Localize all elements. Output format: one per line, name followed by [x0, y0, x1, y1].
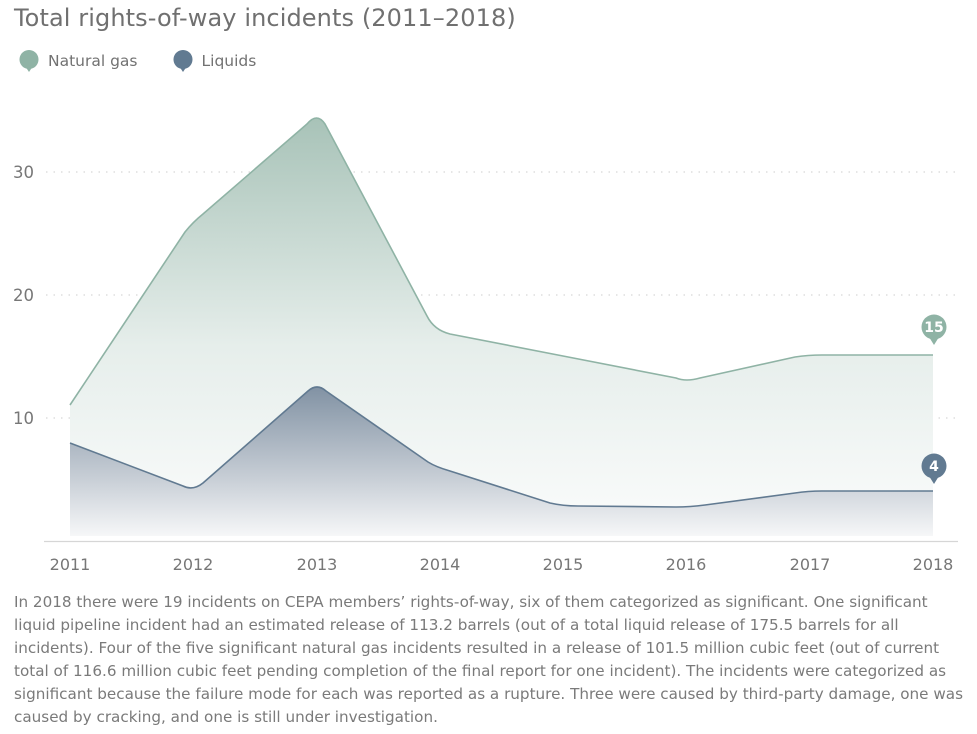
- x-tick-label: 2017: [790, 555, 831, 574]
- natural-gas-area[interactable]: [70, 118, 933, 536]
- x-tick-label: 2018: [913, 555, 954, 574]
- area-chart: 30 20 10 2011 2012 2013 2014 2015 2016 2…: [13, 117, 958, 574]
- end-value: 4: [929, 459, 939, 475]
- chart-title: Total rights-of-way incidents (2011–2018…: [14, 4, 516, 32]
- chart-caption: In 2018 there were 19 incidents on CEPA …: [14, 593, 963, 726]
- x-tick-label: 2011: [50, 555, 91, 574]
- legend-item-natural-gas[interactable]: Natural gas: [18, 49, 138, 73]
- x-tick-label: 2014: [420, 555, 461, 574]
- legend-label: Natural gas: [48, 52, 138, 70]
- x-tick-label: 2013: [297, 555, 338, 574]
- map-pin-icon: [173, 50, 193, 72]
- y-tick-label: 30: [13, 163, 34, 182]
- map-pin-icon: [921, 314, 947, 340]
- chart-legend: Natural gas Liquids: [18, 48, 290, 74]
- x-tick-label: 2012: [173, 555, 214, 574]
- legend-label: Liquids: [201, 52, 257, 70]
- x-tick-label: 2016: [666, 555, 707, 574]
- y-tick-label: 10: [13, 409, 34, 428]
- legend-item-liquids[interactable]: Liquids: [172, 49, 257, 73]
- liquids-end-label: 4: [921, 453, 947, 484]
- x-axis-labels: 2011 2012 2013 2014 2015 2016 2017 2018: [50, 555, 954, 574]
- natural-gas-end-label: 15: [921, 314, 947, 345]
- map-pin-icon: [19, 50, 39, 72]
- liquids-area[interactable]: [70, 387, 933, 536]
- liquids-line: [69, 386, 933, 508]
- y-axis-labels: 30 20 10: [13, 163, 34, 428]
- map-pin-icon: [921, 453, 947, 479]
- natural-gas-line: [69, 117, 933, 406]
- x-tick-label: 2015: [543, 555, 584, 574]
- y-tick-label: 20: [13, 286, 34, 305]
- end-value: 15: [924, 320, 943, 336]
